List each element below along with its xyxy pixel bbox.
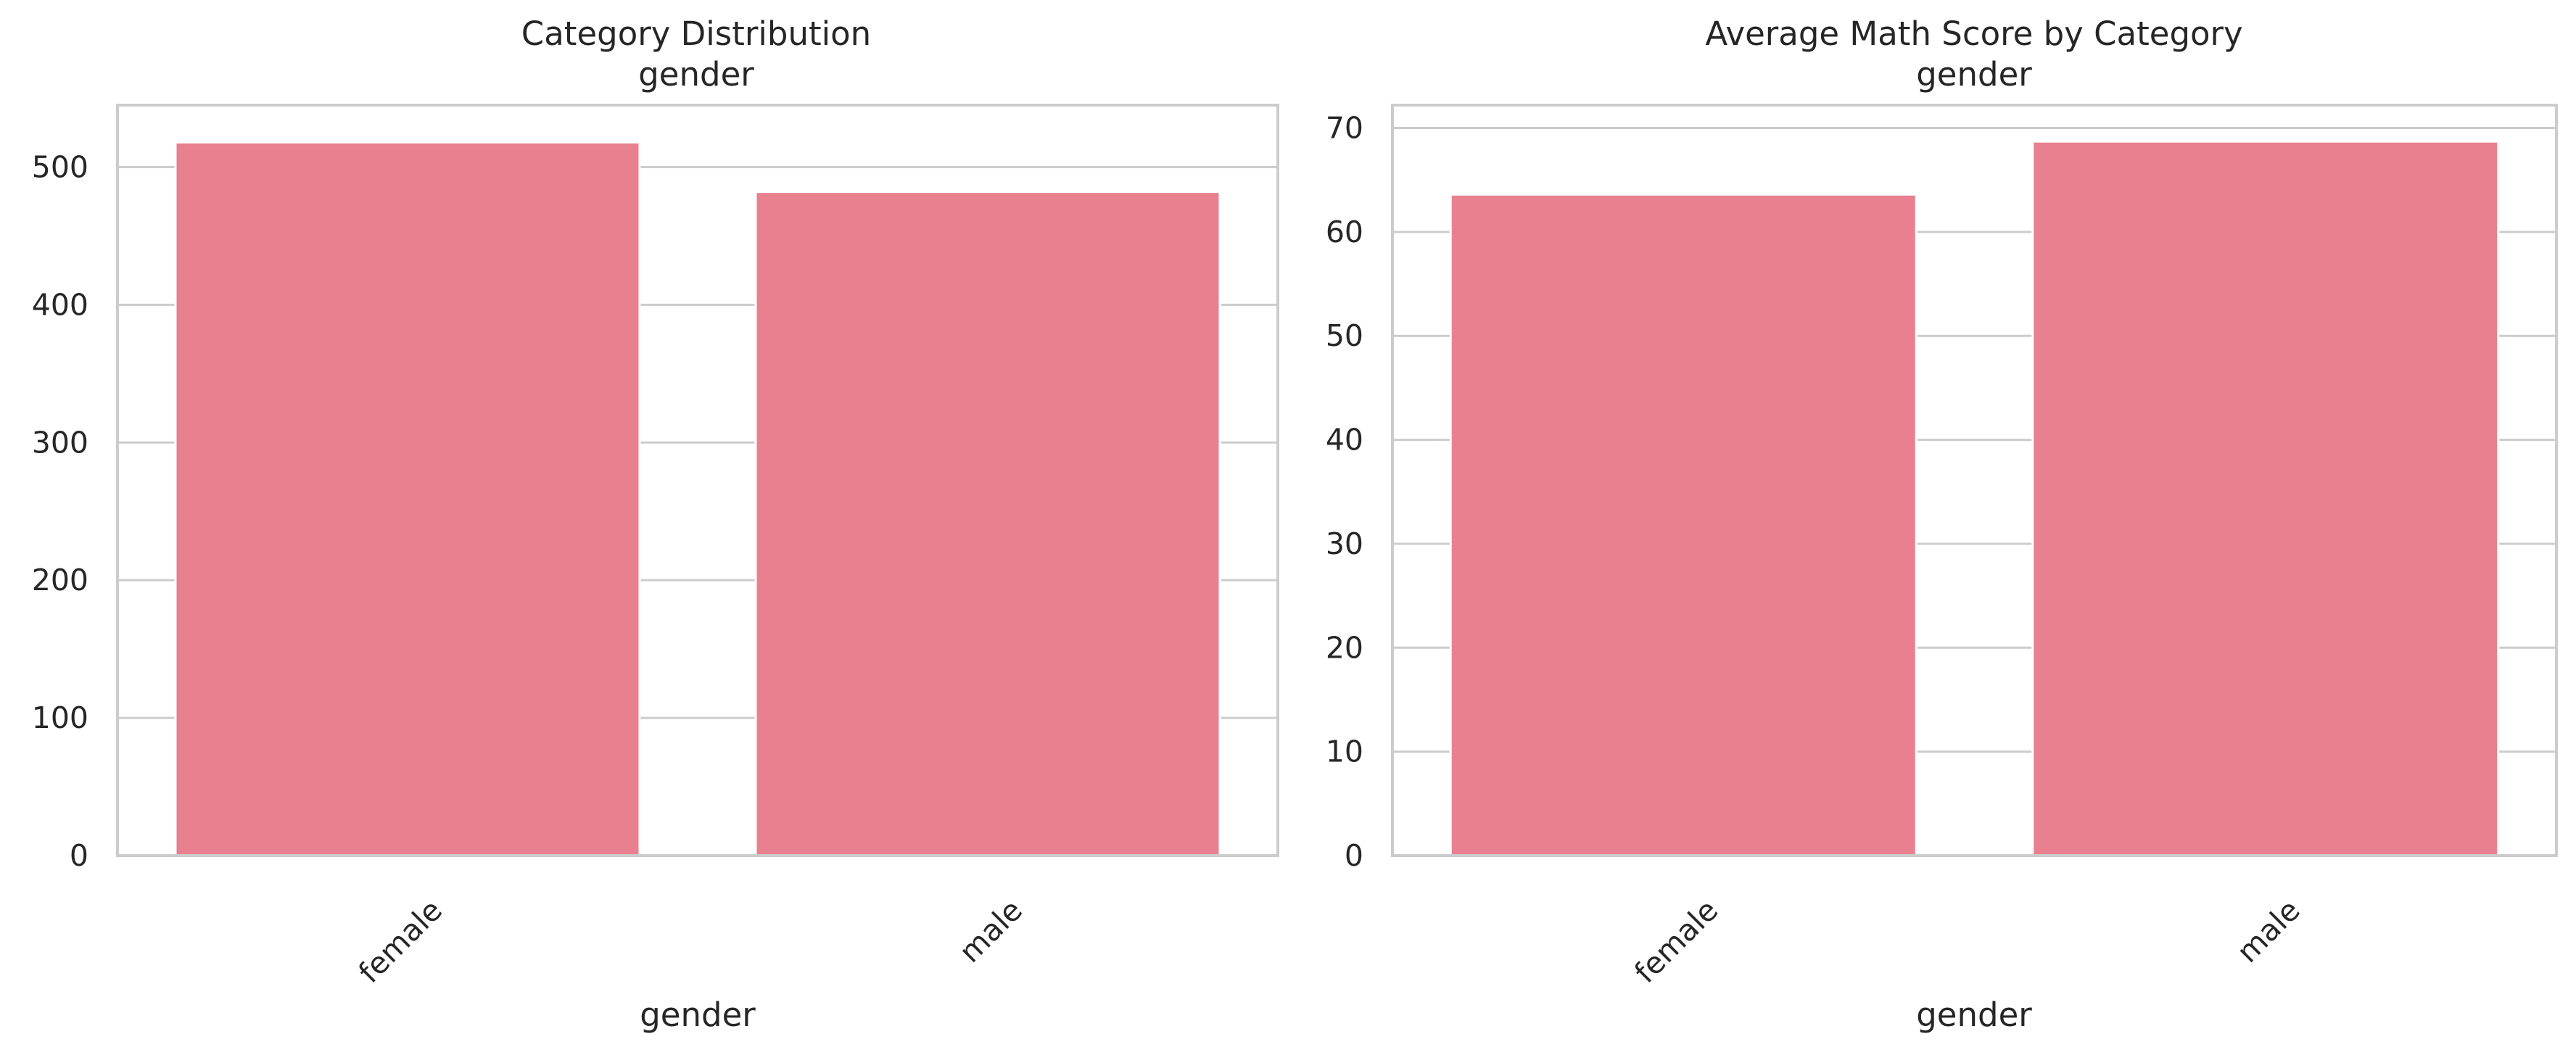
y-tick-label: 400 — [32, 287, 88, 322]
y-tick-labels: 0 10 20 30 40 50 60 70 — [1326, 111, 1363, 873]
y-tick-label: 30 — [1326, 526, 1363, 561]
bars — [174, 141, 1221, 857]
chart-title: Category Distribution — [521, 15, 871, 53]
y-tick-label: 100 — [32, 700, 88, 735]
y-tick-label: 50 — [1326, 318, 1363, 353]
bar-male — [2031, 140, 2500, 857]
bar-male — [754, 191, 1221, 857]
y-tick-label: 40 — [1326, 423, 1363, 458]
y-tick-label: 70 — [1326, 111, 1363, 146]
y-tick-label: 0 — [1345, 838, 1363, 873]
y-tick-label: 20 — [1326, 630, 1363, 665]
chart-subtitle: gender — [638, 55, 754, 94]
y-tick-labels: 0 100 200 300 400 500 — [32, 149, 88, 873]
x-axis-label: gender — [1916, 996, 2032, 1034]
y-tick-label: 500 — [32, 149, 88, 184]
y-tick-label: 0 — [70, 838, 88, 873]
y-tick-label: 10 — [1326, 735, 1363, 769]
chart-title: Average Math Score by Category — [1705, 15, 2242, 53]
y-tick-label: 200 — [32, 563, 88, 597]
y-tick-label: 300 — [32, 425, 88, 460]
bar-female — [174, 141, 641, 857]
x-axis-label: gender — [640, 996, 756, 1034]
y-tick-label: 60 — [1326, 215, 1363, 249]
chart-subtitle: gender — [1916, 55, 2032, 94]
chart-panel-distribution: Category Distribution gender 0 100 200 300 4… — [32, 15, 1279, 1034]
bar-female — [1449, 193, 1917, 857]
chart-panel-average-math: Average Math Score by Category gender 0 1… — [1326, 15, 2558, 1034]
plot-frame — [116, 104, 1279, 857]
plot-frame — [1391, 104, 2558, 857]
